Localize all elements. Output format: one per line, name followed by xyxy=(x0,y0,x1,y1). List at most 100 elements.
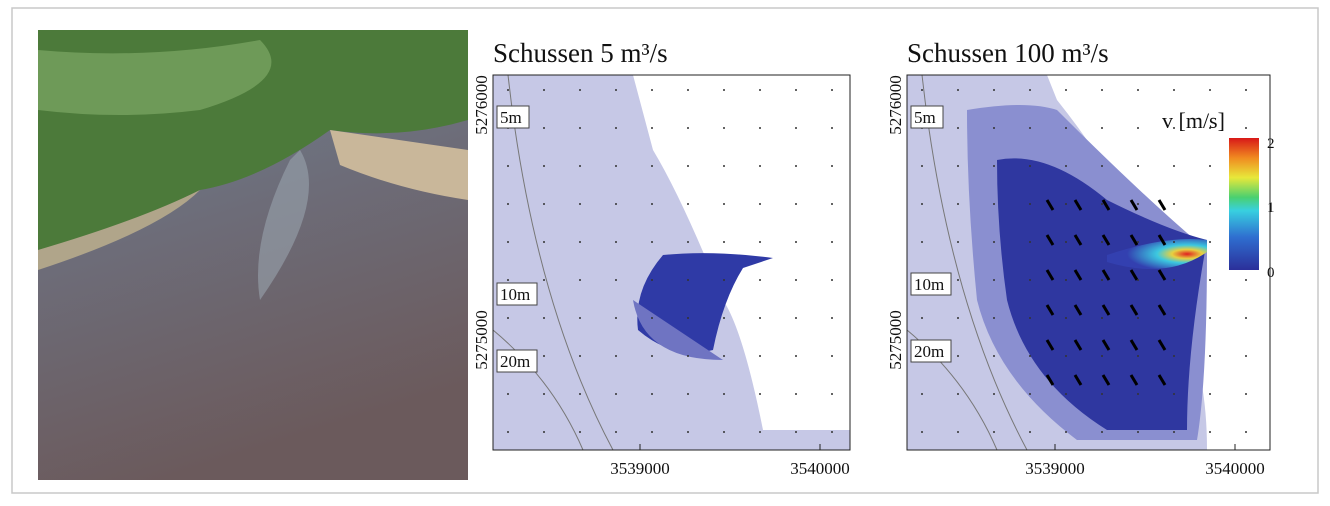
depth-label: 10m xyxy=(914,275,944,294)
grid-dot xyxy=(687,317,689,319)
grid-dot xyxy=(1209,165,1211,167)
grid-dot xyxy=(723,431,725,433)
grid-dot xyxy=(579,393,581,395)
aerial-photo xyxy=(38,30,468,480)
grid-dot xyxy=(615,241,617,243)
depth-label: 20m xyxy=(914,342,944,361)
grid-dot xyxy=(507,203,509,205)
grid-dot xyxy=(1173,241,1175,243)
grid-dot xyxy=(543,165,545,167)
grid-dot xyxy=(507,165,509,167)
grid-dot xyxy=(615,393,617,395)
grid-dot xyxy=(957,279,959,281)
grid-dot xyxy=(579,317,581,319)
x-tick-label: 3540000 xyxy=(790,459,850,478)
grid-dot xyxy=(1173,89,1175,91)
grid-dot xyxy=(687,127,689,129)
velocity-arrow xyxy=(1101,199,1111,211)
grid-dot xyxy=(579,355,581,357)
grid-dot xyxy=(543,431,545,433)
grid-dot xyxy=(723,203,725,205)
grid-dot xyxy=(1029,165,1031,167)
grid-dot xyxy=(1137,241,1139,243)
velocity-arrow xyxy=(1045,304,1055,316)
grid-dot xyxy=(543,355,545,357)
grid-dot xyxy=(759,241,761,243)
grid-dot xyxy=(1101,127,1103,129)
grid-dot xyxy=(723,165,725,167)
grid-dot xyxy=(651,127,653,129)
velocity-arrow xyxy=(1073,304,1083,316)
grid-dot xyxy=(1101,393,1103,395)
dry-area xyxy=(633,75,850,430)
velocity-arrow xyxy=(1073,199,1083,211)
jet xyxy=(1107,239,1207,270)
grid-dot xyxy=(759,317,761,319)
grid-dot xyxy=(759,89,761,91)
colorbar-label: v [m/s] xyxy=(1162,108,1225,133)
grid-dot xyxy=(723,89,725,91)
depth-label: 20m xyxy=(500,352,530,371)
grid-dot xyxy=(651,431,653,433)
grid-dot xyxy=(723,317,725,319)
grid-dot xyxy=(795,165,797,167)
grid-dot xyxy=(993,355,995,357)
velocity-arrow xyxy=(1045,234,1055,246)
grid-dot xyxy=(687,393,689,395)
grid-dot xyxy=(1029,203,1031,205)
depth-label: 5m xyxy=(500,108,522,127)
grid-dot xyxy=(831,165,833,167)
velocity-arrow xyxy=(1101,374,1111,386)
grid-dot xyxy=(993,127,995,129)
grid-dot xyxy=(1101,89,1103,91)
grid-dot xyxy=(1245,393,1247,395)
grid-dot xyxy=(1173,127,1175,129)
grid-dot xyxy=(993,431,995,433)
grid-dot xyxy=(957,317,959,319)
grid-dot xyxy=(795,279,797,281)
grid-dot xyxy=(795,89,797,91)
velocity-arrow xyxy=(1157,339,1167,351)
y-tick-label: 5275000 xyxy=(472,310,491,370)
grid-dot xyxy=(1065,317,1067,319)
grid-dot xyxy=(687,355,689,357)
grid-dot xyxy=(507,241,509,243)
grid-dot xyxy=(831,203,833,205)
grid-dot xyxy=(1065,431,1067,433)
grid-dot xyxy=(957,241,959,243)
grid-dot xyxy=(831,127,833,129)
velocity-arrow xyxy=(1129,234,1139,246)
grid-dot xyxy=(1245,317,1247,319)
map-border xyxy=(906,74,1271,451)
grid-dot xyxy=(957,431,959,433)
grid-dot xyxy=(1101,165,1103,167)
colorbar-tick-label: 2 xyxy=(1267,136,1275,152)
grid-dot xyxy=(1065,279,1067,281)
grid-dot xyxy=(759,393,761,395)
grid-dot xyxy=(615,203,617,205)
grid-dot xyxy=(1137,431,1139,433)
map-panel: Schussen 5 m³/s 5m 10m 20m 3539000 3540000 527… xyxy=(472,38,851,478)
depth-contour xyxy=(492,329,584,451)
grid-dot xyxy=(795,317,797,319)
velocity-arrow xyxy=(1045,339,1055,351)
grid-dot xyxy=(687,203,689,205)
velocity-arrow xyxy=(1129,339,1139,351)
grid-dot xyxy=(615,431,617,433)
grid-dot xyxy=(921,165,923,167)
grid-dot xyxy=(1209,203,1211,205)
grid-dot xyxy=(921,241,923,243)
plume-edge xyxy=(633,300,723,360)
grid-dot xyxy=(723,241,725,243)
velocity-arrow xyxy=(1129,269,1139,281)
grid-dot xyxy=(993,89,995,91)
grid-dot xyxy=(1029,355,1031,357)
grid-dot xyxy=(795,241,797,243)
velocity-arrow xyxy=(1157,234,1167,246)
grid-dot xyxy=(831,431,833,433)
grid-dot xyxy=(831,317,833,319)
grid-dot xyxy=(543,127,545,129)
grid-dot xyxy=(993,241,995,243)
grid-dot xyxy=(1137,355,1139,357)
